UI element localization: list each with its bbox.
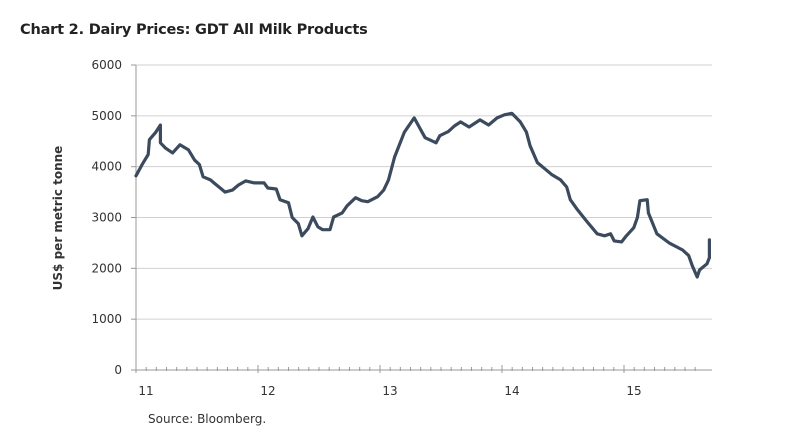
x-tick-label: 13 [382,384,397,398]
y-tick-label: 2000 [91,261,122,275]
y-axis-label: US$ per metric tonne [51,146,65,291]
x-tick-label: 12 [260,384,275,398]
x-tick-label: 15 [626,384,641,398]
x-tick-label: 14 [504,384,519,398]
x-tick-label: 11 [138,384,153,398]
y-tick-label: 4000 [91,160,122,174]
gridlines [136,64,712,320]
series-line [134,111,711,279]
x-tick-labels: 11 12 13 14 15 [138,384,641,398]
series-layer [134,111,711,279]
y-tick-label: 0 [114,363,122,377]
y-tick-label: 1000 [91,312,122,326]
y-tick-label: 5000 [91,109,122,123]
y-tick-label: 3000 [91,211,122,225]
axes [131,64,712,373]
y-tick-label: 6000 [91,58,122,72]
source-note: Source: Bloomberg. [148,412,267,426]
chart-title: Chart 2. Dairy Prices: GDT All Milk Prod… [20,22,368,38]
y-tick-labels: 0 1000 2000 3000 4000 5000 6000 [91,58,122,377]
